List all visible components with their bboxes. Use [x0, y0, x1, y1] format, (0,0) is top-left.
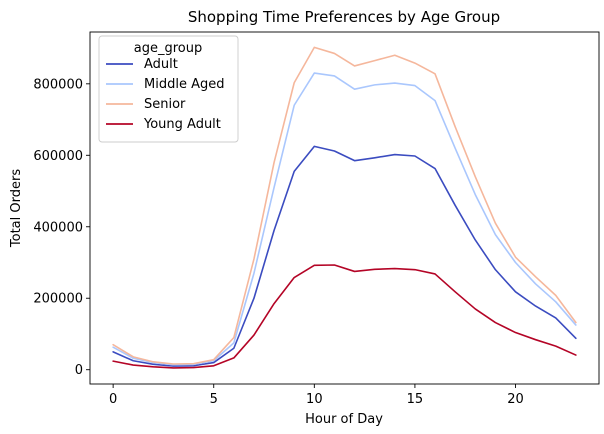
legend: age_group Adult Middle Aged Senior Young Ad… — [98, 35, 239, 143]
legend-title: age_group — [134, 41, 202, 56]
y-tick-label: 400000 — [33, 220, 83, 235]
plot-lines — [112, 46, 577, 369]
series-line-3 — [112, 264, 577, 369]
plot-frame — [89, 31, 600, 385]
x-tick-label: 10 — [306, 392, 323, 407]
y-tick-label: 600000 — [33, 149, 83, 164]
legend-label: Senior — [144, 97, 186, 112]
legend-label: Young Adult — [143, 117, 221, 132]
y-tick-label: 200000 — [33, 292, 83, 307]
series-line-0 — [112, 145, 577, 367]
legend-label: Middle Aged — [144, 77, 224, 92]
x-tick-label: 0 — [109, 392, 117, 407]
x-tick-label: 5 — [210, 392, 218, 407]
y-axis: 0 200000 400000 600000 800000 — [33, 77, 90, 378]
y-tick-label: 800000 — [33, 77, 83, 92]
series-line-2 — [112, 46, 577, 365]
x-axis-label: Hour of Day — [305, 412, 383, 427]
y-tick-label: 0 — [75, 363, 83, 378]
x-tick-label: 15 — [407, 392, 424, 407]
legend-entries: Adult Middle Aged Senior Young Adult — [106, 57, 224, 132]
legend-label: Adult — [144, 57, 178, 72]
chart-title: Shopping Time Preferences by Age Group — [188, 8, 500, 26]
x-tick-label: 20 — [507, 392, 524, 407]
legend-box — [98, 35, 239, 143]
x-axis: 0 5 10 15 20 — [109, 384, 524, 407]
y-axis-label: Total Orders — [9, 169, 24, 248]
